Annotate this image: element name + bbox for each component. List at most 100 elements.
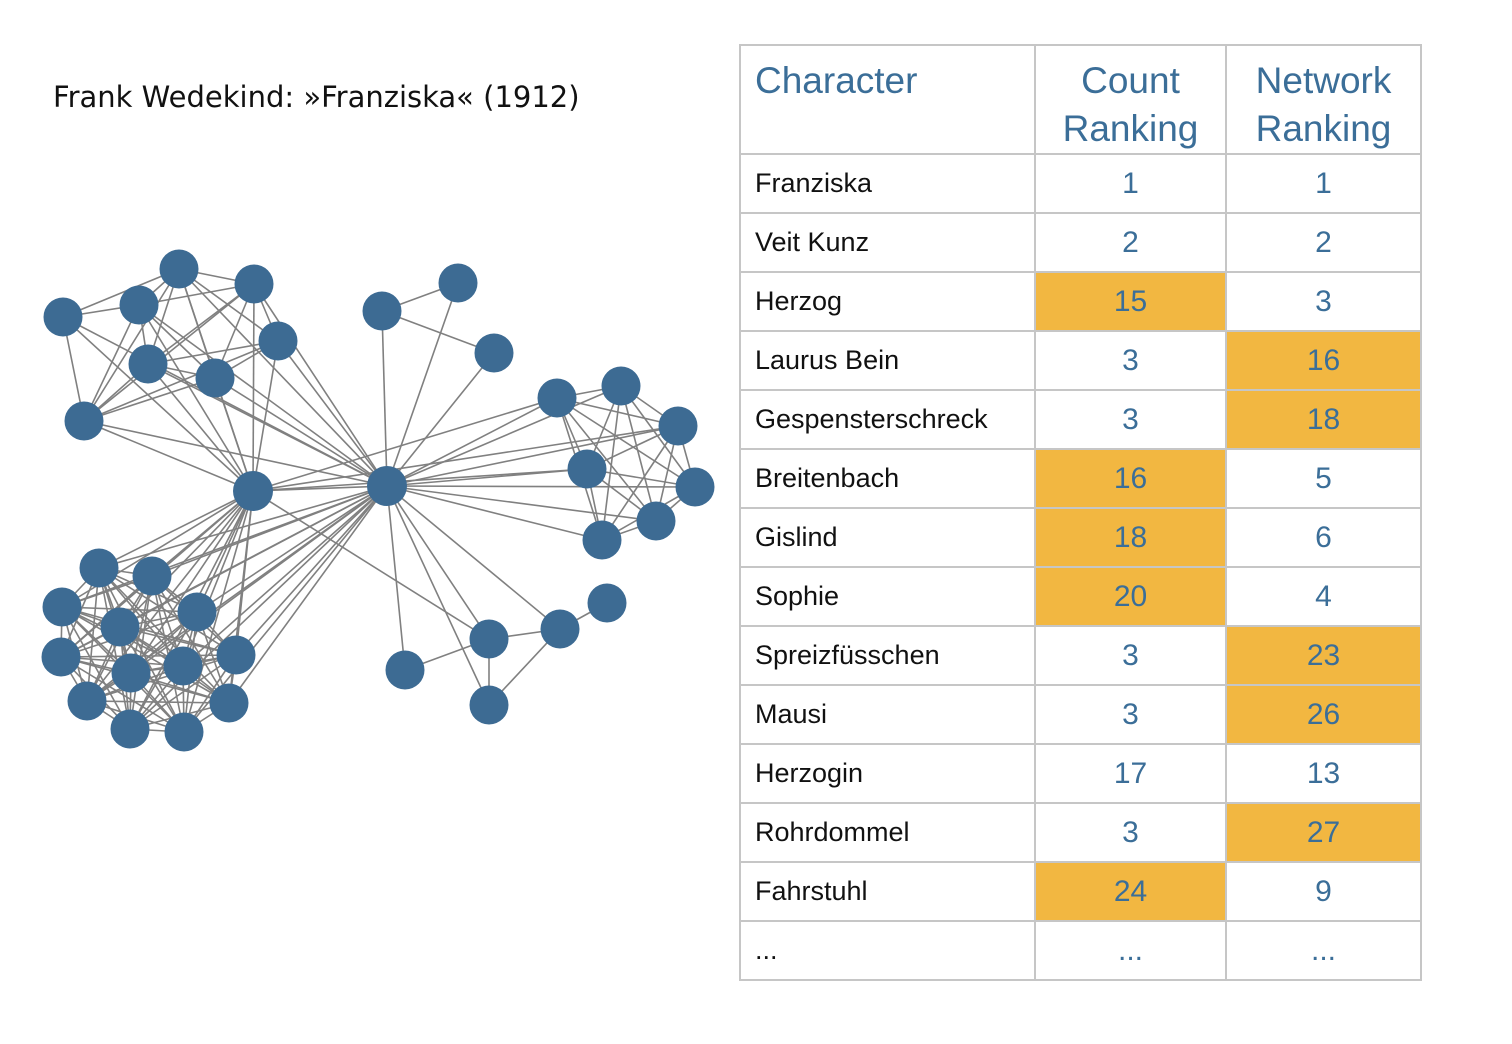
network-node	[233, 471, 273, 511]
network-ranking-cell: 18	[1225, 389, 1422, 450]
network-edge	[129, 611, 198, 730]
network-node	[258, 321, 298, 361]
network-edge	[386, 485, 406, 671]
network-edge	[147, 340, 279, 365]
character-network-graph	[41, 249, 715, 752]
network-node	[469, 619, 509, 659]
network-node	[64, 401, 104, 441]
network-edge	[182, 485, 388, 667]
network-edge	[138, 304, 388, 487]
table-row: .........	[739, 920, 1422, 981]
network-edge	[178, 268, 388, 487]
network-edge	[61, 606, 198, 613]
character-cell: Breitenbach	[739, 448, 1036, 509]
network-ranking-cell: 4	[1225, 566, 1422, 627]
network-edge	[119, 490, 254, 628]
character-cell: Laurus Bein	[739, 330, 1036, 391]
network-node	[636, 501, 676, 541]
table-row: Laurus Bein 3 16	[739, 330, 1422, 391]
table-row: Fahrstuhl 24 9	[739, 861, 1422, 922]
network-edge	[620, 385, 657, 522]
network-node	[163, 646, 203, 686]
network-edge	[83, 340, 279, 422]
network-edge	[83, 268, 180, 422]
network-edge	[147, 363, 254, 492]
table-row: Spreizfüsschen 3 23	[739, 625, 1422, 686]
network-node	[234, 264, 274, 304]
header-network-line1: Network	[1255, 60, 1392, 101]
network-edge	[83, 420, 254, 492]
network-node	[132, 556, 172, 596]
character-cell: Gislind	[739, 507, 1036, 568]
network-edge	[620, 385, 696, 488]
count-ranking-cell: 18	[1034, 507, 1227, 568]
network-edge	[556, 397, 696, 488]
header-count-line1: Count	[1081, 60, 1180, 101]
character-cell: Gespensterschreck	[739, 389, 1036, 450]
table-row: Breitenbach 16 5	[739, 448, 1422, 509]
table-row: Rohrdommel 3 27	[739, 802, 1422, 863]
count-ranking-cell: 16	[1034, 448, 1227, 509]
network-node	[587, 583, 627, 623]
network-edge	[381, 310, 388, 487]
network-edge	[119, 626, 237, 656]
network-node	[79, 548, 119, 588]
table-header-row: Character Count Ranking Network Ranking	[739, 44, 1422, 155]
network-edge	[130, 490, 254, 674]
network-node	[675, 467, 715, 507]
count-ranking-cell: 24	[1034, 861, 1227, 922]
network-nodes	[41, 249, 715, 752]
network-ranking-cell: 3	[1225, 271, 1422, 332]
network-edge	[381, 310, 495, 354]
network-edge	[601, 425, 679, 541]
table-row: Sophie 20 4	[739, 566, 1422, 627]
network-node	[216, 635, 256, 675]
character-cell: Franziska	[739, 153, 1036, 214]
character-cell: ...	[739, 920, 1036, 981]
table-row: Gislind 18 6	[739, 507, 1422, 568]
count-ranking-cell: 3	[1034, 330, 1227, 391]
network-edge	[61, 606, 230, 704]
network-edge	[83, 420, 388, 487]
network-ranking-cell: 27	[1225, 802, 1422, 863]
count-ranking-cell: 1	[1034, 153, 1227, 214]
header-network-ranking: Network Ranking	[1225, 44, 1422, 155]
table-row: Herzogin 17 13	[739, 743, 1422, 804]
character-cell: Sophie	[739, 566, 1036, 627]
network-edge	[252, 490, 490, 640]
count-ranking-cell: 17	[1034, 743, 1227, 804]
network-edge	[252, 397, 558, 492]
character-cell: Herzogin	[739, 743, 1036, 804]
network-edge	[61, 606, 237, 656]
count-ranking-cell: 3	[1034, 389, 1227, 450]
character-cell: Fahrstuhl	[739, 861, 1036, 922]
network-ranking-cell: 5	[1225, 448, 1422, 509]
network-edge	[386, 385, 622, 487]
network-node	[177, 592, 217, 632]
network-edge	[98, 490, 254, 569]
network-edge	[386, 485, 561, 630]
network-node	[540, 609, 580, 649]
network-edge	[196, 490, 254, 613]
network-edge	[83, 377, 216, 422]
network-node	[367, 466, 407, 506]
network-node	[362, 291, 402, 331]
header-count-ranking: Count Ranking	[1034, 44, 1227, 155]
network-edge	[83, 283, 255, 422]
count-ranking-cell: 3	[1034, 625, 1227, 686]
network-node	[469, 685, 509, 725]
network-edge	[386, 485, 696, 488]
header-count-line2: Ranking	[1062, 108, 1199, 149]
character-cell: Veit Kunz	[739, 212, 1036, 273]
network-node	[658, 406, 698, 446]
table-row: Mausi 3 26	[739, 684, 1422, 745]
network-edge	[61, 490, 254, 608]
network-edge	[147, 363, 388, 487]
ranking-table: Character Count Ranking Network Ranking …	[739, 44, 1422, 981]
network-edge	[138, 304, 254, 492]
network-ranking-cell: 9	[1225, 861, 1422, 922]
network-node	[128, 344, 168, 384]
network-node	[474, 333, 514, 373]
network-edge	[98, 567, 184, 667]
network-ranking-cell: 1	[1225, 153, 1422, 214]
